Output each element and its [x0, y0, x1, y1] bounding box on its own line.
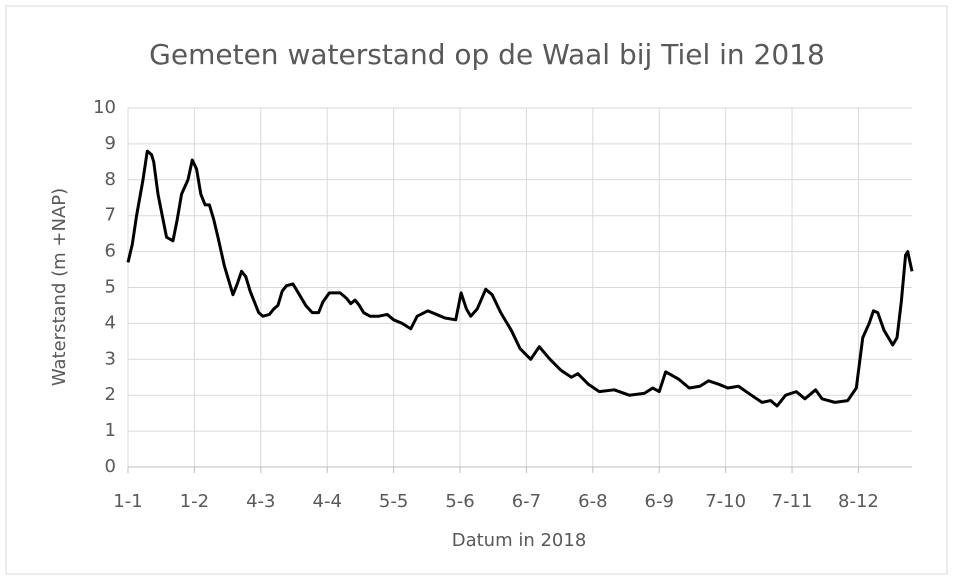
y-tick-label: 3	[105, 348, 116, 369]
y-axis-label: Waterstand (m +NAP)	[49, 188, 70, 386]
y-tick-label: 0	[105, 456, 116, 477]
x-tick-label: 7-11	[772, 491, 813, 512]
data-line	[126, 149, 914, 408]
x-tick-label: 6-7	[512, 491, 541, 512]
chart-frame	[5, 5, 948, 575]
y-tick-label: 6	[105, 241, 116, 262]
x-axis-label: Datum in 2018	[452, 530, 587, 551]
x-tick-label: 5-6	[445, 491, 474, 512]
y-tick-label: 1	[105, 420, 116, 441]
x-tick-label: 6-8	[578, 491, 607, 512]
x-tick-label: 6-9	[645, 491, 674, 512]
y-tick-label: 2	[105, 384, 116, 405]
x-tick-label: 4-3	[246, 491, 275, 512]
x-tick-label: 1-1	[113, 491, 142, 512]
x-tick-label: 4-4	[313, 491, 342, 512]
y-tick-label: 10	[93, 97, 116, 118]
y-tick-label: 5	[105, 277, 116, 298]
x-tick-label: 5-5	[379, 491, 408, 512]
y-tick-label: 9	[105, 133, 116, 154]
x-tick-label: 7-10	[705, 491, 746, 512]
y-tick-label: 8	[105, 169, 116, 190]
y-tick-label: 7	[105, 205, 116, 226]
chart-title: Gemeten waterstand op de Waal bij Tiel i…	[149, 38, 825, 71]
y-tick-label: 4	[105, 312, 116, 333]
x-tick-label: 1-2	[180, 491, 209, 512]
x-tick-label: 8-12	[838, 491, 879, 512]
